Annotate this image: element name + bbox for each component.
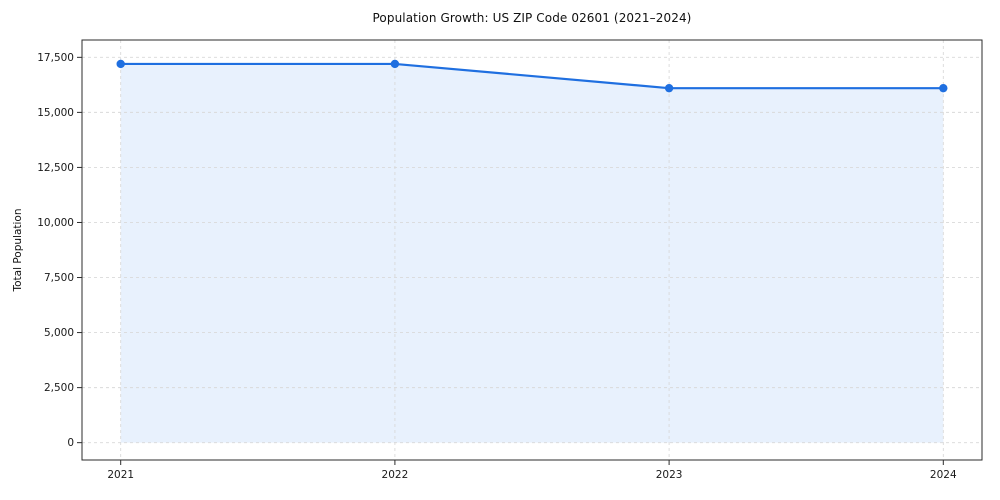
y-tick-label: 0 <box>67 437 74 449</box>
x-tick-label: 2024 <box>930 469 957 481</box>
x-tick-label: 2022 <box>382 469 409 481</box>
y-tick-label: 15,000 <box>37 107 74 119</box>
data-point <box>390 59 400 69</box>
x-tick-label: 2021 <box>107 469 134 481</box>
data-point <box>939 83 948 93</box>
y-tick-label: 2,500 <box>44 382 74 394</box>
area-fill <box>120 63 944 443</box>
plot-border <box>81 39 983 461</box>
y-tick-label: 17,500 <box>37 52 74 64</box>
y-tick-label: 5,000 <box>44 327 74 339</box>
data-line <box>119 62 945 90</box>
data-point <box>664 83 674 93</box>
y-tick-label: 12,500 <box>37 162 74 174</box>
x-tick-label: 2023 <box>656 469 683 481</box>
chart-title: Population Growth: US ZIP Code 02601 (20… <box>372 11 692 25</box>
y-tick-label: 7,500 <box>44 272 74 284</box>
y-tick-label: 10,000 <box>37 217 74 229</box>
data-point <box>116 59 125 69</box>
